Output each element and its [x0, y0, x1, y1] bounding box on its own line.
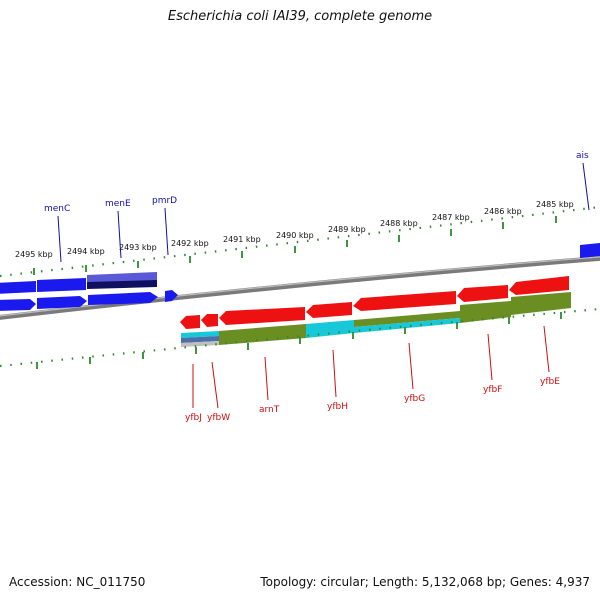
cog-band-yfbH — [306, 320, 354, 338]
leader-yfbG — [408, 342, 414, 390]
cog-band-yfbJ — [181, 331, 219, 338]
gene-forward-3[interactable] — [37, 296, 87, 309]
cog-band-yfbF — [460, 301, 511, 323]
gene-label-menC[interactable]: menC — [44, 204, 70, 214]
leader-menE — [117, 210, 122, 259]
gene-forward-menE-cog — [87, 280, 157, 289]
scale-label-2489: 2489 kbp — [328, 225, 366, 234]
gene-reverse-yfbG[interactable] — [353, 291, 456, 311]
gene-label-yfbF[interactable]: yfbF — [483, 385, 502, 395]
cog-band-yfbG-top — [354, 311, 460, 327]
leader-yfbE — [543, 325, 550, 373]
gene-forward-1[interactable] — [0, 281, 36, 294]
gene-reverse-yfbW[interactable] — [201, 314, 218, 327]
gene-label-yfbG[interactable]: yfbG — [404, 394, 425, 404]
bottom-gene-leaders — [192, 325, 550, 409]
genome-backbone-highlight — [0, 256, 600, 317]
gene-reverse-yfbH[interactable] — [306, 302, 352, 318]
gene-reverse-arnT[interactable] — [219, 307, 305, 325]
gene-reverse-yfbE[interactable] — [509, 276, 569, 295]
leader-ais — [582, 162, 590, 211]
leader-pmrD — [164, 207, 169, 256]
gene-label-ais[interactable]: ais — [576, 151, 589, 161]
scale-label-2488: 2488 kbp — [380, 219, 418, 228]
gene-label-arnT[interactable]: arnT — [259, 405, 280, 415]
leader-menC — [57, 215, 62, 263]
scale-labels: 2495 kbp 2494 kbp 2493 kbp 2492 kbp 2491… — [15, 200, 574, 259]
cog-band-arnT — [219, 324, 306, 345]
scale-label-2486: 2486 kbp — [484, 207, 522, 216]
scale-label-2485: 2485 kbp — [536, 200, 574, 209]
genome-summary-text: Topology: circular; Length: 5,132,068 bp… — [260, 575, 590, 589]
scale-label-2487: 2487 kbp — [432, 213, 470, 222]
leader-yfbH — [332, 349, 337, 398]
scale-label-2490: 2490 kbp — [276, 231, 314, 240]
genome-backbone — [0, 255, 600, 320]
forward-strand-genes — [0, 243, 600, 311]
reverse-strand-genes — [180, 276, 569, 329]
gene-reverse-yfbJ[interactable] — [180, 315, 200, 329]
cog-band-yfbJ-3 — [181, 341, 219, 347]
cog-band-yfbJ-2 — [181, 336, 219, 343]
top-gene-leaders — [57, 162, 590, 263]
accession-text: Accession: NC_011750 — [9, 575, 146, 589]
major-ticks — [33, 216, 562, 369]
leader-arnT — [264, 356, 269, 401]
gene-label-yfbJ[interactable]: yfbJ — [185, 413, 202, 423]
scale-label-2494: 2494 kbp — [67, 247, 105, 256]
gene-label-pmrD[interactable]: pmrD — [152, 196, 177, 206]
genome-title: Escherichia coli IAI39, complete genome — [167, 9, 433, 24]
gene-forward-4[interactable] — [88, 292, 158, 305]
scale-label-2491: 2491 kbp — [223, 235, 261, 244]
bottom-gene-labels: yfbJ yfbW arnT yfbH yfbG yfbF yfbE — [185, 377, 560, 423]
cog-band-yfbE — [511, 292, 571, 315]
scale-label-2495: 2495 kbp — [15, 250, 53, 259]
gene-forward-menC[interactable] — [37, 278, 86, 292]
gene-label-menE[interactable]: menE — [105, 199, 131, 209]
gene-forward-2[interactable] — [0, 299, 36, 311]
leader-yfbF — [487, 333, 493, 381]
scale-label-2493: 2493 kbp — [119, 243, 157, 252]
top-gene-labels: menC menE pmrD ais — [44, 151, 589, 214]
gene-label-yfbH[interactable]: yfbH — [327, 402, 348, 412]
gene-label-yfbW[interactable]: yfbW — [207, 413, 230, 423]
gene-forward-pmrD[interactable] — [165, 290, 178, 302]
gene-label-yfbE[interactable]: yfbE — [540, 377, 560, 387]
gene-reverse-yfbF[interactable] — [457, 285, 508, 302]
leader-yfbW — [211, 361, 219, 409]
scale-label-2492: 2492 kbp — [171, 239, 209, 248]
gene-forward-ais[interactable] — [580, 243, 600, 258]
